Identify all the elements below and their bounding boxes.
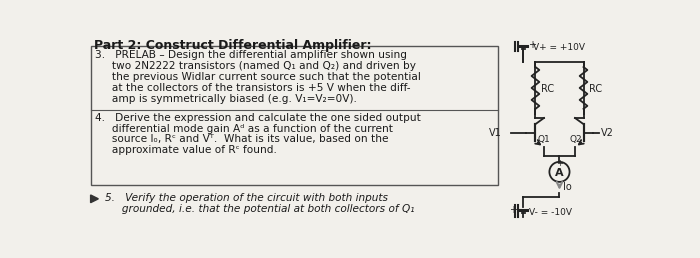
Text: V- = -10V: V- = -10V [529,208,573,217]
Text: A: A [555,168,564,178]
Text: Q2: Q2 [570,135,582,144]
Text: V1: V1 [489,128,502,138]
Text: +: + [509,205,517,215]
Text: two 2N2222 transistors (named Q₁ and Q₂) and driven by: two 2N2222 transistors (named Q₁ and Q₂)… [95,61,416,71]
Text: Part 2: Construct Differential Amplifier:: Part 2: Construct Differential Amplifier… [94,39,371,52]
Text: +: + [528,40,536,50]
Text: V2: V2 [601,128,613,138]
Text: Io: Io [564,182,572,192]
Text: approximate value of Rᶜ found.: approximate value of Rᶜ found. [95,145,277,155]
Text: differential mode gain Aᵈ as a function of the current: differential mode gain Aᵈ as a function … [95,124,393,133]
Text: Q1: Q1 [538,135,550,144]
Text: source Iₒ, Rᶜ and Vᵀ.  What is its value, based on the: source Iₒ, Rᶜ and Vᵀ. What is its value,… [95,134,388,144]
Text: 5.   Verify the operation of the circuit with both inputs: 5. Verify the operation of the circuit w… [104,193,388,203]
Text: 3.   PRELAB – Design the differential amplifier shown using: 3. PRELAB – Design the differential ampl… [95,50,407,60]
Text: RC: RC [589,84,602,94]
Text: +: + [556,159,563,168]
Text: 4.   Derive the expression and calculate the one sided output: 4. Derive the expression and calculate t… [95,112,421,123]
Polygon shape [90,195,98,203]
Text: the previous Widlar current source such that the potential: the previous Widlar current source such … [95,72,421,82]
Text: RC: RC [541,84,554,94]
Text: grounded, i.e. that the potential at both collectors of Q₁: grounded, i.e. that the potential at bot… [104,204,414,214]
Text: at the collectors of the transistors is +5 V when the diff-: at the collectors of the transistors is … [95,83,411,93]
Bar [90,46,498,185]
Text: V+ = +10V: V+ = +10V [533,43,585,52]
Text: amp is symmetrically biased (e.g. V₁=V₂=0V).: amp is symmetrically biased (e.g. V₁=V₂=… [95,94,357,104]
